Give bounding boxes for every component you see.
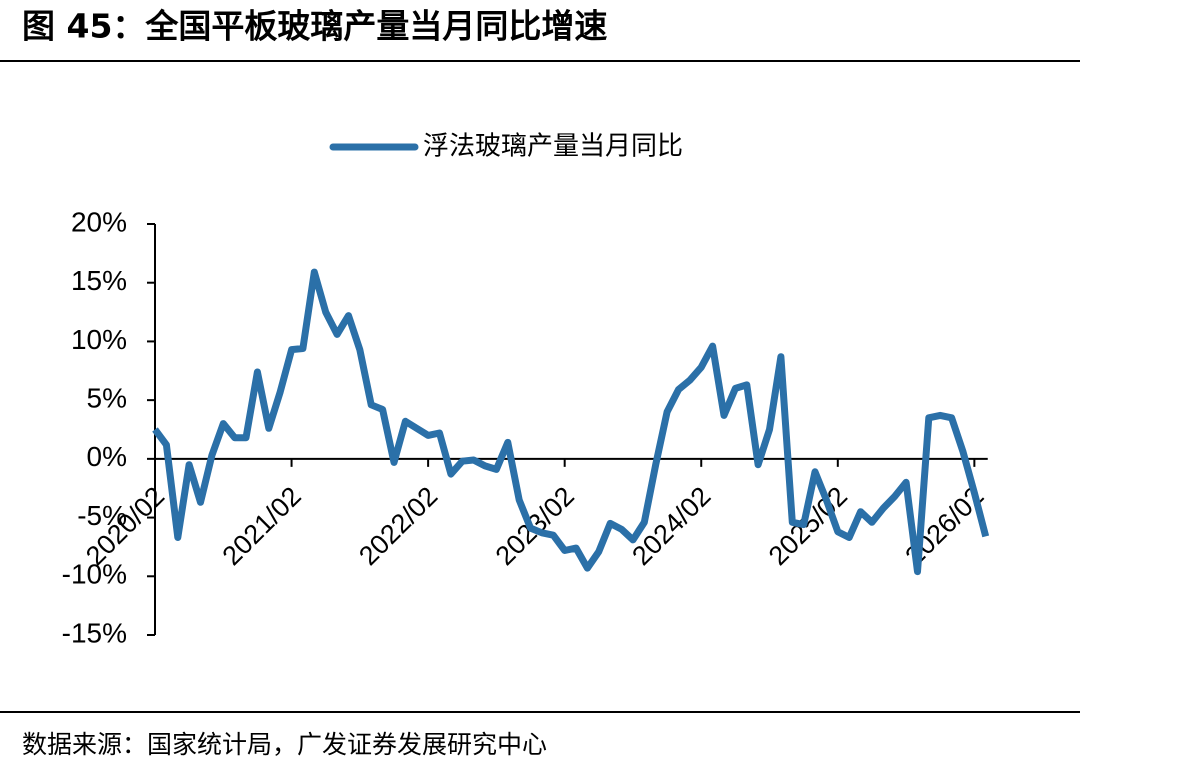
y-tick-label: 15% [71,265,127,296]
y-tick-label: 20% [71,206,127,237]
y-tick-label: 5% [87,383,127,414]
x-tick-label: 2022/02 [353,481,443,571]
series-line [152,268,990,576]
legend-label: 浮法玻璃产量当月同比 [423,132,683,162]
y-tick-label: -10% [62,559,127,590]
y-tick-label: -5% [77,500,127,531]
y-tick-label: -15% [62,617,127,648]
x-tick-label: 2023/02 [490,481,580,571]
chart-title: 图 45：全国平板玻璃产量当月同比增速 [22,7,607,46]
x-tick-label: 2021/02 [217,481,307,571]
source-note: 数据来源：国家统计局，广发证券发展研究中心 [22,730,547,759]
y-tick-label: 10% [71,324,127,355]
y-tick-label: 0% [87,441,127,472]
